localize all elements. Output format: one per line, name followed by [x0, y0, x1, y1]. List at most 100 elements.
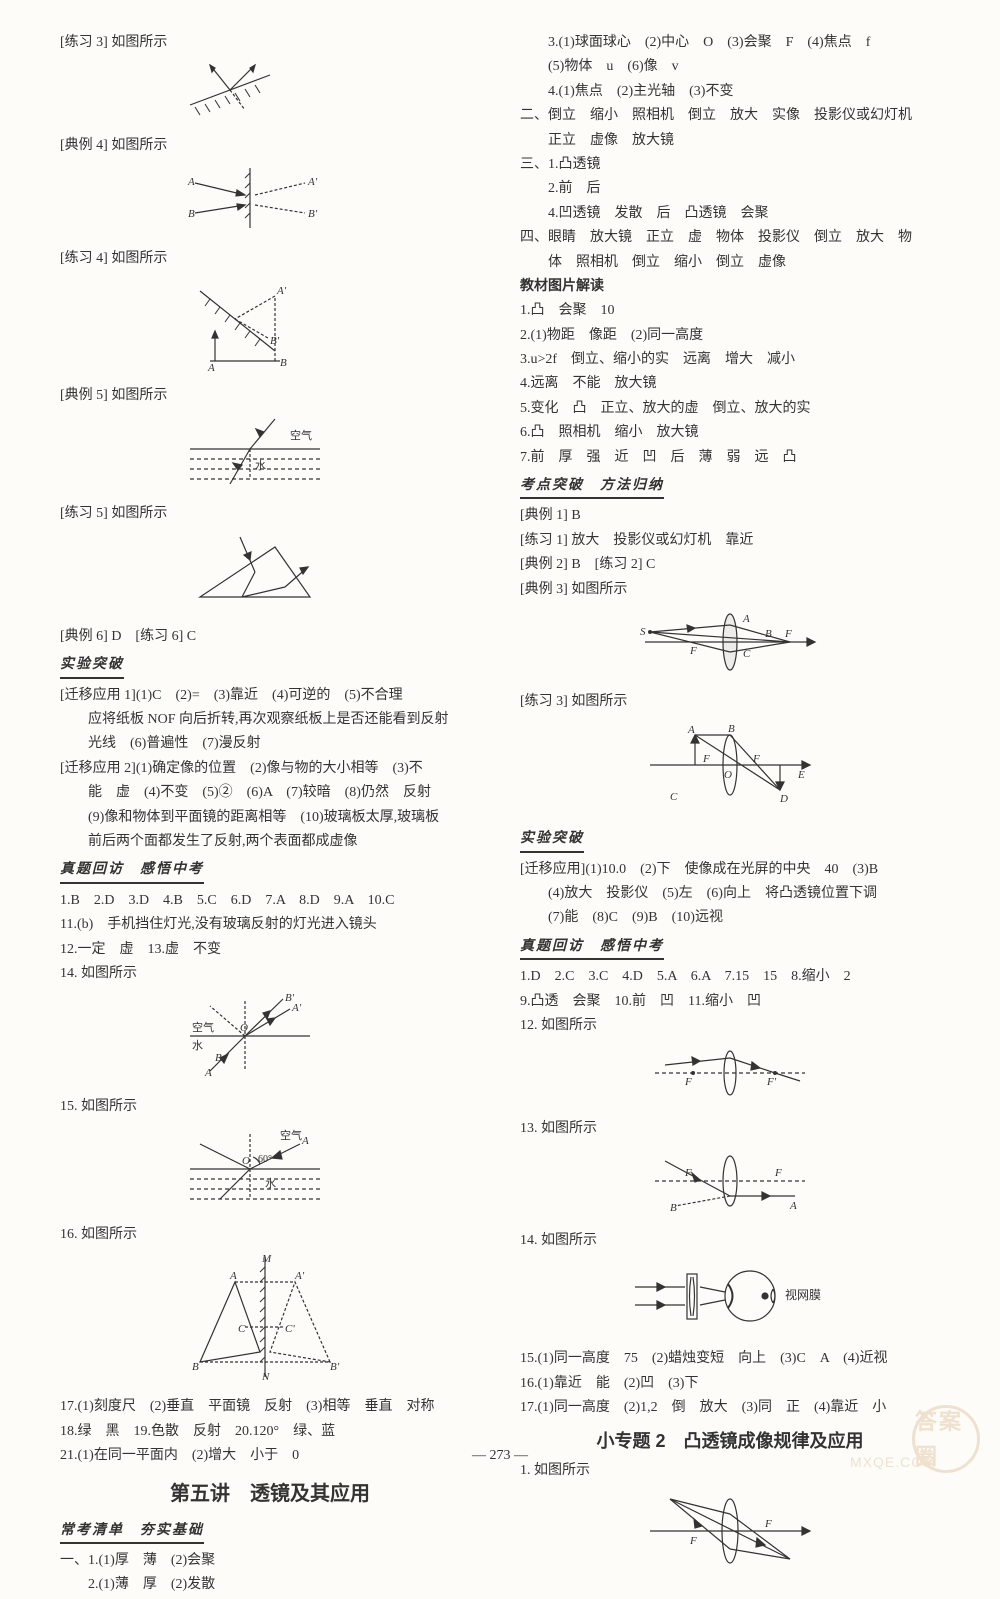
svg-text:B': B'	[330, 1361, 340, 1373]
svg-text:C': C'	[285, 1323, 295, 1335]
fig-12-r: F F'	[520, 1043, 940, 1111]
qy2: [迁移应用 2](1)确定像的位置 (2)像与物的大小相等 (3)不	[60, 758, 480, 780]
svg-text:F: F	[774, 1167, 782, 1179]
sec-sytp-r: 实验突破	[520, 828, 584, 852]
svg-text:空气: 空气	[290, 428, 312, 442]
svg-text:A: A	[301, 1135, 309, 1147]
qy-r3: (7)能 (8)C (9)B (10)远视	[520, 907, 940, 929]
lecture5-title: 第五讲 透镜及其应用	[60, 1478, 480, 1510]
ans-17: 17.(1)刻度尺 (2)垂直 平面镜 反射 (3)相等 垂直 对称	[60, 1396, 480, 1418]
r7: 2.前 后	[520, 178, 940, 200]
zt8: 17.(1)同一高度 (2)1,2 倒 放大 (3)同 正 (4)靠近 小	[520, 1397, 940, 1419]
ans-12: 12.一定 虚 13.虚 不变	[60, 939, 480, 961]
svg-text:视网膜: 视网膜	[785, 1287, 821, 1302]
svg-text:B': B'	[270, 335, 280, 347]
zt4: 13. 如图所示	[520, 1118, 940, 1140]
ans-1: 1.B 2.D 3.D 4.B 5.C 6.D 7.A 8.D 9.A 10.C	[60, 890, 480, 912]
svg-text:空气: 空气	[280, 1128, 302, 1142]
sec-kdtp: 考点突破 方法归纳	[520, 475, 664, 499]
svg-text:M: M	[261, 1253, 272, 1265]
ans-14: 14. 如图所示	[60, 963, 480, 985]
svg-text:B': B'	[285, 992, 295, 1004]
ans-16: 16. 如图所示	[60, 1224, 480, 1246]
sec-jctp: 教材图片解读	[520, 279, 604, 294]
svg-text:B: B	[215, 1052, 222, 1064]
qy-r2: (4)放大 投影仪 (5)左 (6)向上 将凸透镜位置下调	[520, 883, 940, 905]
svg-text:C: C	[238, 1323, 246, 1335]
svg-text:F': F'	[766, 1076, 777, 1088]
zt5: 14. 如图所示	[520, 1230, 940, 1252]
fig-15: 空气 水 60° A O	[60, 1124, 480, 1217]
svg-text:S: S	[640, 626, 646, 638]
jc2: 2.(1)物距 像距 (2)同一高度	[520, 325, 940, 347]
text-dl5: [典例 5] 如图所示	[60, 385, 480, 407]
svg-text:空气: 空气	[192, 1020, 214, 1034]
jc7: 7.前 厚 强 近 凹 后 薄 弱 远 凸	[520, 447, 940, 469]
fig-14-r: 视网膜	[520, 1259, 940, 1342]
r5: 正立 虚像 放大镜	[520, 130, 940, 152]
dl2-r: [典例 2] B [练习 2] C	[520, 554, 940, 576]
qy2-l4: 前后两个面都发生了反射,两个表面都成虚像	[60, 831, 480, 853]
svg-text:N: N	[261, 1371, 270, 1382]
qy1-l2: 应将纸板 NOF 向后折转,再次观察纸板上是否还能看到反射	[60, 709, 480, 731]
watermark: 答案圈 MXQE.COM	[880, 1405, 980, 1465]
zt7: 16.(1)靠近 能 (2)凹 (3)下	[520, 1373, 940, 1395]
fig-16: M N A A' B B' C C'	[60, 1252, 480, 1390]
sec-zthf: 真题回访 感悟中考	[60, 859, 204, 883]
r2: (5)物体 u (6)像 v	[520, 56, 940, 78]
fig-lx5	[60, 532, 480, 620]
svg-text:A: A	[187, 176, 195, 188]
fig-lx4: A A' B' B	[60, 276, 480, 379]
svg-text:A': A'	[294, 1270, 305, 1282]
zt3: 12. 如图所示	[520, 1015, 940, 1037]
qy1: [迁移应用 1](1)C (2)= (3)靠近 (4)可逆的 (5)不合理	[60, 685, 480, 707]
svg-text:A: A	[204, 1067, 212, 1079]
svg-text:F: F	[684, 1076, 692, 1088]
svg-text:B: B	[765, 628, 772, 640]
ck-2: 2.(1)薄 厚 (2)发散	[60, 1574, 480, 1596]
svg-text:B: B	[192, 1361, 199, 1373]
svg-text:F: F	[689, 645, 697, 657]
r10: 体 照相机 倒立 缩小 倒立 虚像	[520, 252, 940, 274]
svg-text:O: O	[242, 1155, 250, 1167]
qy2-l3: (9)像和物体到平面镜的距离相等 (10)玻璃板太厚,玻璃板	[60, 807, 480, 829]
fig-lx3	[60, 60, 480, 128]
dl1-r: [典例 1] B	[520, 505, 940, 527]
ans-18: 18.绿 黑 19.色散 反射 20.120° 绿、蓝	[60, 1421, 480, 1443]
svg-text:水: 水	[192, 1039, 203, 1052]
svg-text:B: B	[280, 357, 287, 369]
text-dl6: [典例 6] D [练习 6] C	[60, 626, 480, 648]
zt2: 9.凸透 会聚 10.前 凹 11.缩小 凹	[520, 991, 940, 1013]
lx3-r: [练习 3] 如图所示	[520, 691, 940, 713]
svg-text:C: C	[743, 648, 751, 660]
fig-dl5: 空气 水	[60, 414, 480, 497]
lx1-r: [练习 1] 放大 投影仪或幻灯机 靠近	[520, 530, 940, 552]
svg-text:B': B'	[308, 208, 318, 220]
fig-dl3-r: S F F A C B	[520, 607, 940, 685]
svg-text:F: F	[702, 753, 710, 765]
r9: 四、眼睛 放大镜 正立 虚 物体 投影仪 倒立 放大 物	[520, 227, 940, 249]
fig-st1: F F	[520, 1489, 940, 1582]
text-lx5: [练习 5] 如图所示	[60, 503, 480, 525]
fig-13-r: F F B A	[520, 1146, 940, 1224]
svg-text:A': A'	[307, 176, 318, 188]
svg-text:F: F	[684, 1167, 692, 1179]
jc6: 6.凸 照相机 缩小 放大镜	[520, 422, 940, 444]
jc1: 1.凸 会聚 10	[520, 300, 940, 322]
svg-text:E: E	[797, 769, 805, 781]
svg-text:A': A'	[276, 285, 287, 297]
watermark-url: MXQE.COM	[850, 1451, 936, 1473]
qy1-l3: 光线 (6)普遍性 (7)漫反射	[60, 733, 480, 755]
fig-lx3-r: A B C O D E F F	[520, 720, 940, 818]
svg-text:水: 水	[255, 459, 266, 472]
svg-text:A: A	[789, 1200, 797, 1212]
svg-text:B: B	[188, 208, 195, 220]
svg-text:A: A	[207, 362, 215, 371]
sec-zthf-r: 真题回访 感悟中考	[520, 936, 664, 960]
text-lx3: [练习 3] 如图所示	[60, 32, 480, 54]
jc4: 4.远离 不能 放大镜	[520, 373, 940, 395]
r4: 二、倒立 缩小 照相机 倒立 放大 实像 投影仪或幻灯机	[520, 105, 940, 127]
qy2-l2: 能 虚 (4)不变 (5)② (6)A (7)较暗 (8)仍然 反射	[60, 782, 480, 804]
fig-dl4: A B A' B'	[60, 163, 480, 241]
svg-text:A: A	[687, 724, 695, 736]
